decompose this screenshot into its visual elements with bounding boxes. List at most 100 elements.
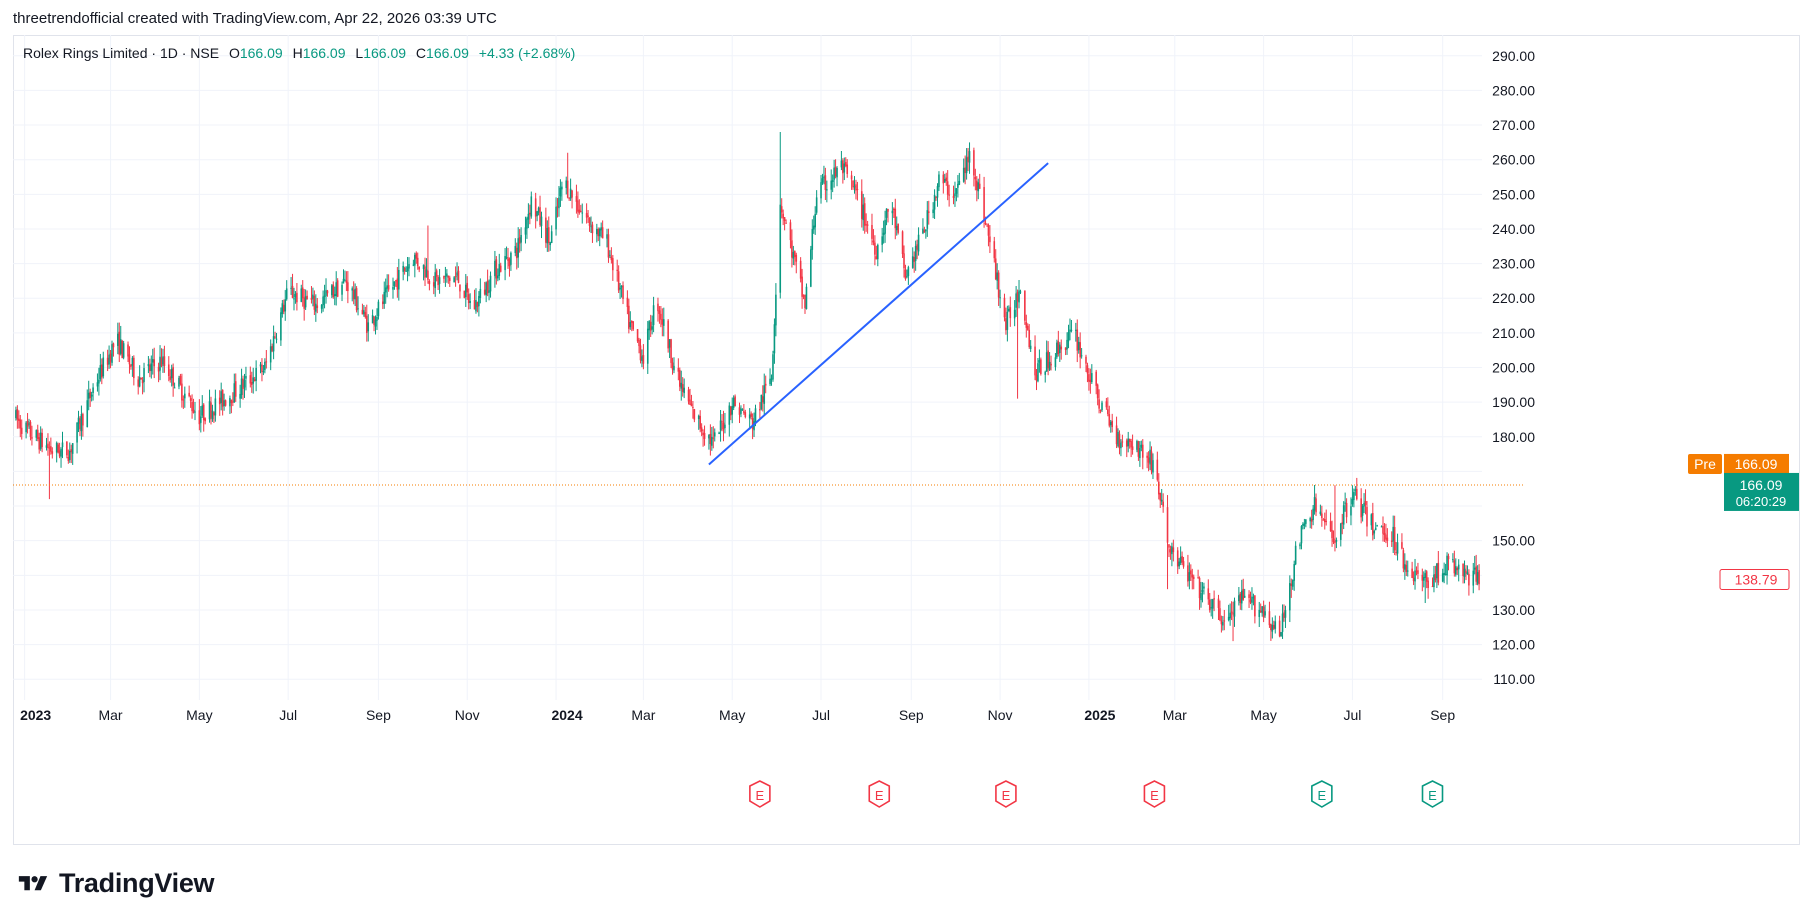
candle-body — [741, 409, 744, 411]
candle-body — [475, 300, 477, 312]
candle-body — [1441, 573, 1444, 582]
candle-body — [422, 264, 425, 269]
price-tick-label: 210.00 — [1492, 325, 1535, 341]
candle-body — [285, 288, 288, 300]
candle-body — [1315, 498, 1317, 513]
candle-body — [87, 392, 90, 399]
candle-body — [1077, 341, 1080, 351]
candle-body — [761, 396, 764, 403]
candle-body — [668, 339, 671, 348]
earnings-marker[interactable] — [868, 780, 891, 808]
candle-body — [15, 410, 17, 419]
candle-body — [1026, 325, 1029, 330]
earnings-marker[interactable] — [1421, 780, 1444, 808]
candle-body — [1374, 527, 1377, 531]
candle-body — [1190, 570, 1192, 575]
candle-body — [702, 432, 704, 436]
candle-body — [709, 433, 712, 445]
candle-body — [636, 329, 639, 342]
candle-body — [842, 160, 844, 174]
candle-body — [632, 321, 635, 330]
candle-body — [617, 271, 620, 291]
candle-body — [130, 364, 132, 367]
candle-body — [303, 297, 305, 309]
candle-body — [1240, 590, 1243, 604]
candle-body — [616, 269, 618, 271]
candle-body — [1098, 399, 1100, 409]
chart-frame[interactable] — [13, 35, 1800, 845]
candle-body — [90, 394, 93, 397]
price-chart[interactable]: 110.00 120.00 130.00 150.00 180.00 190.00 200.… — [0, 0, 1814, 860]
candle-body — [884, 219, 886, 234]
candle-body — [1208, 599, 1211, 611]
candle-body — [1101, 402, 1103, 411]
candle-body — [1476, 572, 1479, 584]
pre-market-badge — [1688, 453, 1722, 474]
candle-body — [170, 368, 173, 379]
candle-body — [957, 183, 959, 188]
earnings-marker[interactable] — [1143, 780, 1166, 808]
candle-body — [1392, 526, 1394, 542]
candle-body — [1047, 350, 1049, 369]
candle-body — [61, 442, 64, 448]
candle-body — [769, 378, 771, 385]
candle-body — [1013, 309, 1016, 319]
candle-body — [591, 224, 594, 234]
earnings-marker-label: E — [1428, 788, 1437, 803]
candle-body — [364, 312, 367, 318]
candle-body — [188, 392, 190, 397]
candle-body — [157, 366, 160, 372]
current-price-value: 166.09 — [1740, 477, 1783, 493]
candle-body — [1422, 577, 1425, 581]
candle-body — [351, 288, 354, 291]
candle-body — [86, 400, 89, 428]
candle-body — [1179, 556, 1182, 563]
earnings-marker[interactable] — [749, 780, 771, 808]
candle-body — [648, 321, 651, 331]
candle-body — [1309, 518, 1312, 522]
time-tick-label: Sep — [1430, 707, 1455, 723]
trendline[interactable] — [708, 162, 1049, 466]
earnings-marker[interactable] — [995, 780, 1017, 808]
candle-body — [785, 222, 787, 224]
candle-body — [993, 241, 996, 259]
candle-body — [1342, 505, 1345, 525]
candle-body — [1130, 441, 1132, 448]
candle-body — [1091, 373, 1093, 383]
candle-body — [911, 256, 914, 268]
tradingview-logo[interactable]: TradingView — [15, 868, 215, 899]
candle-body — [361, 309, 364, 315]
high-value: 166.09 — [302, 45, 346, 61]
last-close-value: 138.79 — [1735, 572, 1778, 588]
symbol-name[interactable]: Rolex Rings Limited · 1D · NSE — [23, 45, 220, 61]
candle-body — [936, 186, 939, 198]
candle-body — [1232, 612, 1234, 615]
symbol-legend[interactable]: Rolex Rings Limited · 1D · NSE O166.09 H… — [23, 45, 575, 61]
candle-body — [700, 427, 703, 432]
candle-body — [984, 222, 987, 224]
candle-body — [630, 321, 633, 323]
candle-body — [811, 229, 814, 250]
candle-body — [830, 180, 833, 190]
candle-body — [680, 382, 683, 389]
candle-body — [642, 355, 645, 364]
candle-body — [547, 227, 550, 243]
candle-body — [515, 247, 518, 259]
candle-body — [1424, 573, 1427, 578]
grid — [13, 35, 1482, 700]
candle-body — [122, 343, 125, 358]
candle-body — [601, 227, 604, 239]
candle-body — [1322, 519, 1325, 521]
candle-body — [1040, 359, 1042, 374]
candle-body — [57, 444, 59, 453]
candle-body — [821, 178, 824, 183]
candle-body — [1150, 451, 1153, 472]
candle-body — [872, 240, 875, 243]
time-tick-label: May — [719, 707, 745, 723]
candle-body — [117, 333, 119, 346]
earnings-marker[interactable] — [1311, 780, 1333, 808]
candle-body — [373, 316, 375, 325]
candle-body — [1239, 593, 1242, 604]
candle-body — [952, 195, 955, 198]
